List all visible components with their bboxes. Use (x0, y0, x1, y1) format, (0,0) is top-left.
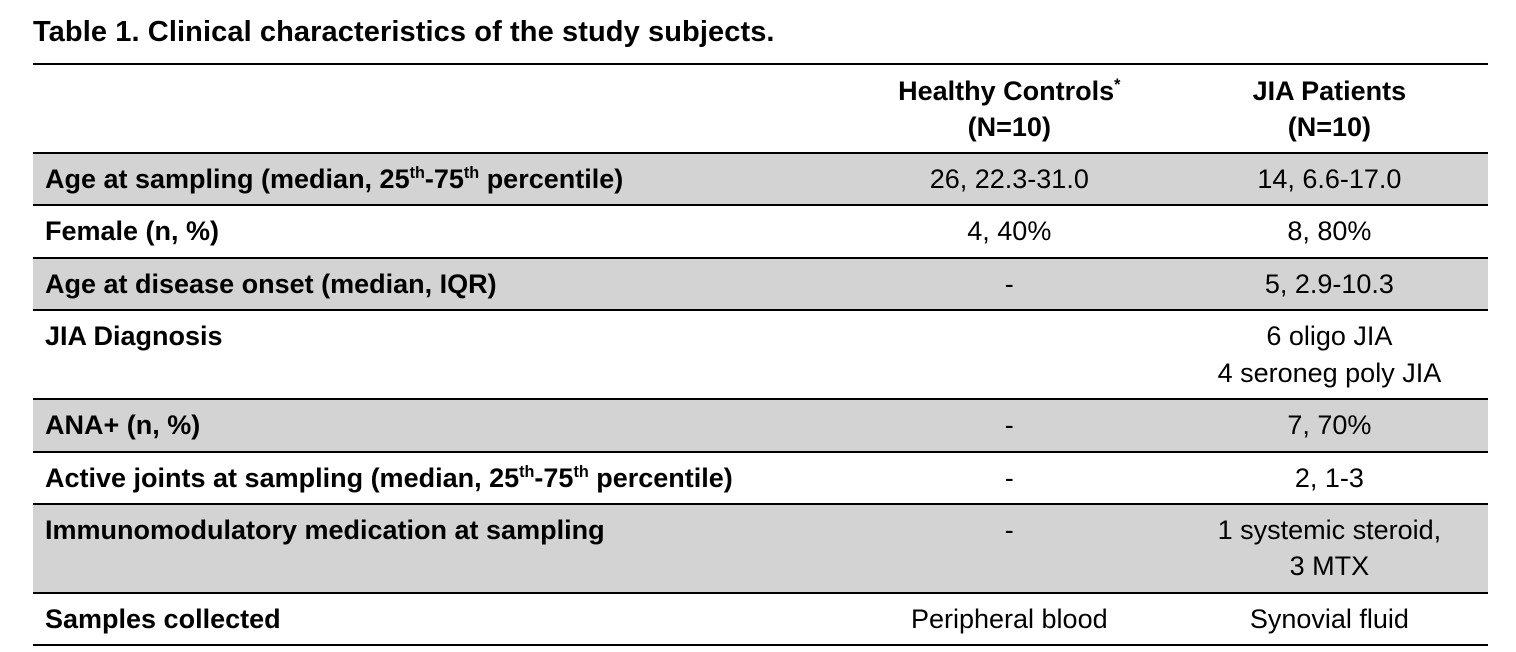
table-row: Immunomodulatory medication at sampling -… (33, 503, 1488, 593)
row-label: Samples collected (45, 603, 281, 634)
table-header: Healthy Controls* (N=10) JIA Patients (N=1… (33, 64, 1488, 153)
value-line: 3 MTX (1289, 551, 1370, 582)
healthy-controls-value: 26, 22.3-31.0 (848, 153, 1171, 205)
column-header-label: JIA Patients (1252, 76, 1407, 106)
table-row: ANA+ (n, %) - 7, 70% (33, 399, 1488, 452)
clinical-characteristics-table: Healthy Controls* (N=10) JIA Patients (N=1… (33, 63, 1488, 647)
row-label: Age at disease onset (median, IQR) (45, 268, 497, 299)
jia-patients-value: 6 oligo JIA 4 seroneg poly JIA (1171, 310, 1488, 399)
value-line: 4 seroneg poly JIA (1217, 357, 1442, 388)
superscript: th (573, 462, 589, 481)
value-line: - (1004, 410, 1014, 441)
table-row: Female (n, %) 4, 40% 8, 80% (33, 205, 1488, 258)
healthy-controls-value: - (848, 258, 1171, 310)
superscript: th (409, 163, 425, 182)
value-line: 1 systemic steroid, (1217, 514, 1442, 545)
jia-patients-value: 14, 6.6-17.0 (1171, 153, 1488, 205)
value-line: 5, 2.9-10.3 (1264, 268, 1394, 299)
column-header-healthy-controls: Healthy Controls* (N=10) (848, 64, 1171, 153)
value-line: 2, 1-3 (1294, 462, 1364, 493)
value-line: - (1004, 462, 1014, 493)
jia-patients-value: 5, 2.9-10.3 (1171, 258, 1488, 310)
healthy-controls-value: - (848, 452, 1171, 504)
table-row: Age at sampling (median, 25th-75th perce… (33, 152, 1488, 206)
row-label: JIA Diagnosis (45, 321, 223, 352)
value-line: 4, 40% (967, 216, 1052, 247)
value-line: 6 oligo JIA (1266, 321, 1393, 352)
superscript: th (463, 163, 480, 182)
value-line: 14, 6.6-17.0 (1257, 163, 1402, 194)
column-header-count: (N=10) (1287, 112, 1372, 143)
row-label: Immunomodulatory medication at sampling (45, 514, 605, 545)
jia-patients-value: 1 systemic steroid, 3 MTX (1171, 504, 1488, 593)
jia-patients-value: 7, 70% (1171, 399, 1488, 451)
superscript: * (1114, 76, 1121, 94)
row-label: Age at sampling (median, 25th-75th perce… (45, 163, 624, 194)
table-row: Active joints at sampling (median, 25th-… (33, 452, 1488, 504)
healthy-controls-value: - (848, 399, 1171, 451)
jia-patients-value: Synovial fluid (1171, 593, 1488, 645)
value-line: 7, 70% (1287, 410, 1372, 441)
value-line: Peripheral blood (910, 603, 1108, 634)
row-label: ANA+ (n, %) (45, 410, 201, 441)
table-row: Age at disease onset (median, IQR) - 5, 2.… (33, 257, 1488, 311)
table-title: Table 1. Clinical characteristics of the… (33, 16, 775, 48)
value-line: Synovial fluid (1249, 603, 1409, 634)
column-header-count: (N=10) (967, 112, 1051, 143)
value-line: 26, 22.3-31.0 (929, 163, 1089, 194)
jia-patients-value: 2, 1-3 (1171, 452, 1488, 504)
value-line: 8, 80% (1287, 216, 1372, 247)
row-label: Female (n, %) (45, 216, 220, 247)
healthy-controls-value: 4, 40% (848, 205, 1171, 257)
column-header-jia-patients: JIA Patients (N=10) (1171, 64, 1488, 153)
superscript: th (519, 462, 535, 481)
healthy-controls-value: Peripheral blood (848, 593, 1171, 645)
value-line: - (1004, 268, 1014, 299)
value-line: - (1004, 514, 1014, 545)
header-empty-cell (33, 64, 848, 153)
jia-patients-value: 8, 80% (1171, 205, 1488, 257)
table-row: Samples collected Peripheral blood Synovia… (33, 593, 1488, 645)
row-label: Active joints at sampling (median, 25th-… (45, 462, 733, 493)
healthy-controls-value (848, 310, 1171, 399)
table-body: Age at sampling (median, 25th-75th perce… (33, 152, 1488, 645)
healthy-controls-value: - (848, 504, 1171, 593)
column-header-label: Healthy Controls* (898, 76, 1121, 106)
header-row: Healthy Controls* (N=10) JIA Patients (N=1… (33, 64, 1488, 153)
table-row: JIA Diagnosis 6 oligo JIA 4 seroneg poly J… (33, 310, 1488, 400)
